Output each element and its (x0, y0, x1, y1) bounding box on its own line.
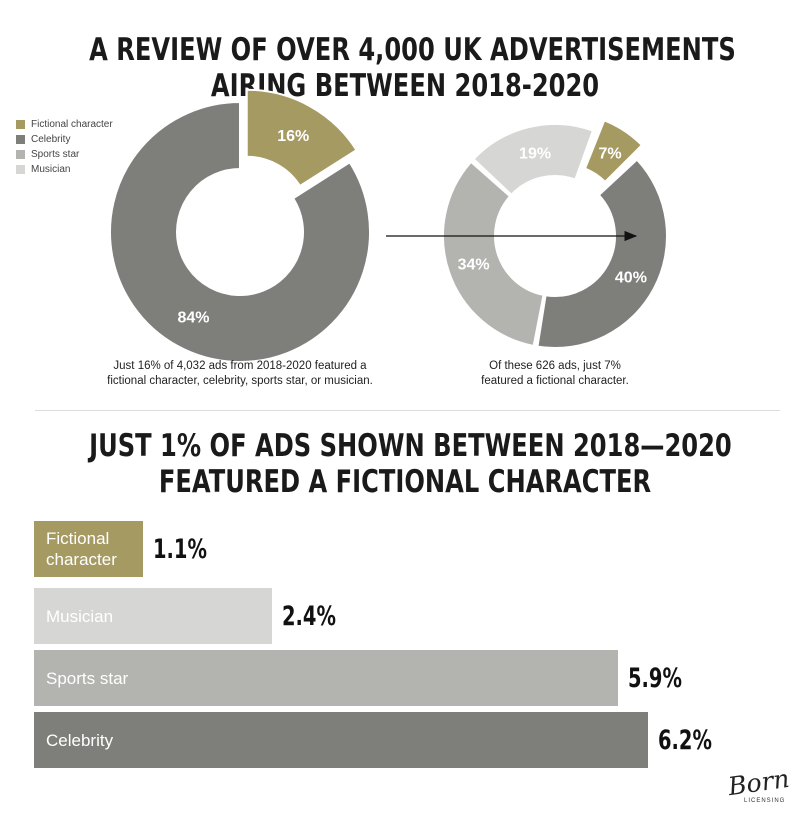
bar-value-label: 5.9% (628, 662, 683, 694)
caption-left-line-1: Just 16% of 4,032 ads from 2018-2020 fea… (113, 360, 367, 372)
caption-right-line-2: featured a fictional character. (481, 375, 629, 387)
donut-slice (109, 100, 371, 363)
main-title: A REVIEW OF OVER 4,000 UK ADVERTISEMENTS… (89, 32, 736, 104)
legend-item-celebrity: Celebrity (16, 132, 113, 147)
bar-row: Musician 2.4% (34, 588, 794, 644)
donut-slice (245, 88, 358, 188)
section-divider (35, 410, 780, 411)
bar-row: Sports star 5.9% (34, 650, 794, 706)
legend-label: Celebrity (31, 134, 71, 145)
donut-slice (472, 123, 595, 197)
caption-left: Just 16% of 4,032 ads from 2018-2020 fea… (80, 359, 400, 389)
bar-value-label: 6.2% (658, 724, 712, 756)
donut-slice (536, 158, 668, 349)
bar: Sports star (34, 650, 619, 706)
donut-slice-label: 34% (458, 257, 490, 274)
donut-slice (583, 119, 644, 184)
bar-chart-title: JUST 1% OF ADS SHOWN BETWEEN 2018—2020 F… (89, 428, 732, 500)
bar-chart-title-line-1: JUST 1% OF ADS SHOWN BETWEEN 2018—2020 (89, 428, 732, 464)
donut-slice-label: 16% (277, 128, 309, 145)
bar-value-label: 2.4% (281, 600, 336, 632)
bar-chart-title-line-2: FEATURED A FICTIONAL CHARACTER (158, 464, 652, 500)
legend-swatch (16, 165, 25, 174)
donut-slice (442, 160, 545, 348)
legend-label: Musician (31, 164, 71, 175)
logo-subtext: LICENSING (744, 798, 786, 804)
bar-value-label: 1.1% (152, 533, 207, 565)
legend-swatch (16, 135, 25, 144)
legend: Fictional character Celebrity Sports sta… (16, 117, 113, 177)
bar: Celebrity (34, 712, 648, 768)
donut-chart-626-ads: 34% 19% 7% 40% (442, 119, 668, 349)
caption-left-line-2: fictional character, celebrity, sports s… (107, 375, 373, 387)
donut-slice-label: 7% (598, 146, 621, 163)
bar: Fictional character (34, 521, 143, 577)
legend-item-sports-star: Sports star (16, 147, 113, 162)
caption-right-line-1: Of these 626 ads, just 7% (489, 360, 621, 372)
donut-slice-label: 40% (615, 269, 647, 286)
bar-row: Fictional character 1.1% (34, 521, 794, 577)
born-licensing-logo: Born LICENSING (724, 764, 794, 810)
donut-charts: 84% 16% 34% 19% 7% 40% (109, 88, 668, 363)
donut-slice-label: 19% (519, 145, 551, 162)
caption-right: Of these 626 ads, just 7% featured a fic… (445, 359, 665, 389)
legend-label: Sports star (31, 149, 80, 160)
logo-wordmark: Born (726, 763, 792, 802)
main-title-line-1: A REVIEW OF OVER 4,000 UK ADVERTISEMENTS (89, 32, 736, 68)
bar-label: Fictional character (46, 529, 117, 569)
donut-chart-all-ads: 84% 16% (109, 88, 371, 363)
legend-swatch (16, 150, 25, 159)
bar-label: Musician (46, 606, 114, 626)
legend-item-fictional-character: Fictional character (16, 117, 113, 132)
bar-row: Celebrity 6.2% (34, 712, 794, 768)
legend-swatch (16, 120, 25, 129)
legend-label: Fictional character (31, 119, 113, 130)
bar-label: Sports star (46, 668, 129, 688)
donut-slice-label: 84% (177, 310, 209, 327)
legend-item-musician: Musician (16, 162, 113, 177)
bar-label: Celebrity (46, 730, 114, 750)
bar: Musician (34, 588, 272, 644)
